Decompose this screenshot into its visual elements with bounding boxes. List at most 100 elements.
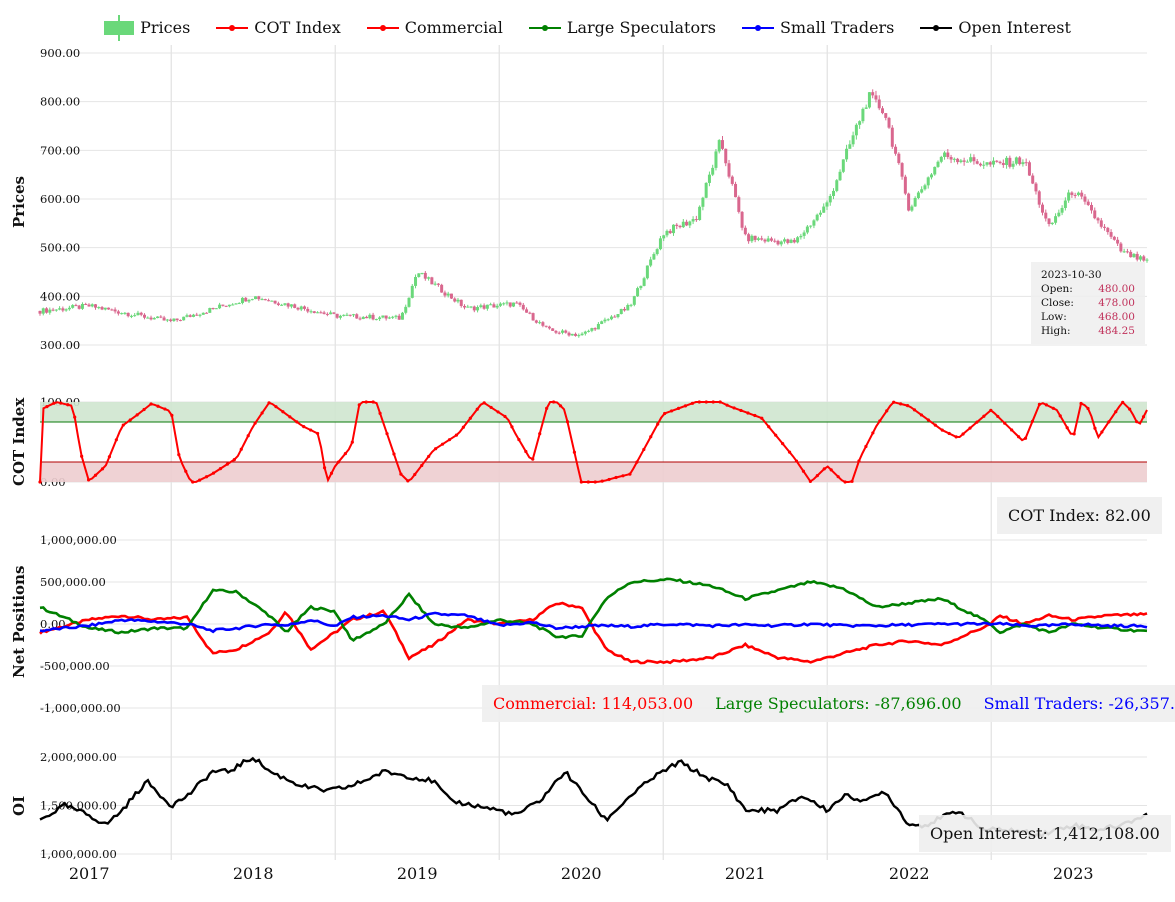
candle (681, 221, 685, 228)
candle (619, 308, 623, 315)
candle (149, 317, 153, 320)
candle (361, 316, 365, 320)
y-tick-label: 800.00 (40, 95, 80, 109)
candle (929, 174, 933, 178)
cot-index-point (288, 415, 292, 419)
cot-index-point (142, 407, 146, 412)
candle (511, 302, 515, 307)
candle (587, 330, 591, 332)
y-tick-label: 2,000,000.00 (40, 750, 117, 764)
candle (907, 193, 911, 211)
candle (289, 304, 293, 307)
cot-index-point (93, 473, 98, 477)
candle (1021, 162, 1025, 165)
line-swatch-icon (920, 24, 953, 31)
candle (792, 239, 796, 243)
candle (688, 221, 692, 226)
cot-index-point (558, 404, 563, 408)
cot-index-readout: COT Index: 82.00 (997, 497, 1162, 534)
cot-index-point (135, 413, 139, 417)
cot-index-point (357, 403, 361, 407)
candle (303, 306, 307, 309)
cot-index-point (86, 478, 91, 482)
small-traders-readout: Small Traders: -26,357.00 (983, 694, 1175, 713)
cot-index-point (1093, 426, 1097, 430)
candle (41, 308, 45, 314)
candle (769, 238, 773, 241)
cot-index-point (1079, 401, 1083, 406)
candle (371, 314, 375, 320)
y-tick-label: 600.00 (40, 192, 80, 206)
candle (103, 307, 107, 310)
candle (665, 230, 669, 236)
candle (636, 288, 640, 297)
cot-index-point (926, 418, 930, 422)
candle (616, 314, 620, 318)
line-swatch-icon (528, 24, 561, 31)
legend-large-speculators[interactable]: Large Speculators (528, 18, 716, 37)
cot-index-point (1010, 428, 1014, 432)
candle (172, 318, 176, 322)
cot-index-point (225, 462, 229, 466)
legend-commercial[interactable]: Commercial (366, 18, 503, 37)
candle (547, 326, 551, 329)
x-tick-label: 2021 (725, 864, 766, 883)
candle (557, 332, 561, 334)
candle (45, 308, 49, 313)
candle (815, 214, 819, 221)
candle (992, 160, 996, 165)
candle (280, 304, 284, 306)
candle (1129, 251, 1133, 258)
candle (551, 328, 555, 331)
candle (962, 160, 966, 162)
cot-index-point (1023, 436, 1028, 440)
candle (799, 235, 803, 238)
legend-prices[interactable]: Prices (104, 14, 190, 41)
candle (1099, 220, 1103, 227)
candle (822, 206, 826, 213)
cot-index-point (697, 400, 701, 404)
candle (658, 238, 662, 250)
candle (456, 299, 460, 302)
cot-index-point (114, 438, 118, 442)
cot-index-point (1100, 430, 1104, 434)
cot-index-point (975, 420, 979, 424)
candle (178, 320, 182, 322)
candle (711, 167, 715, 175)
candle (365, 316, 369, 319)
cot-index-point (475, 407, 479, 411)
cot-index-point (635, 460, 639, 464)
candle (1132, 253, 1136, 258)
candle (645, 265, 649, 279)
cot-index-point (746, 411, 750, 415)
cot-index-point (683, 404, 688, 408)
x-tick-label: 2023 (1053, 864, 1094, 883)
cot-index-point (399, 472, 403, 476)
candle (603, 319, 607, 322)
cot-index-point (572, 450, 577, 454)
candle (391, 316, 395, 318)
candle (1037, 191, 1041, 205)
cot-index-point (531, 457, 535, 461)
legend-small-traders[interactable]: Small Traders (741, 18, 894, 37)
cot-index-point (669, 409, 674, 413)
legend-cot-index[interactable]: COT Index (216, 18, 341, 37)
cot-index-point (1065, 426, 1069, 430)
candle (195, 314, 199, 316)
candle (414, 276, 418, 286)
candle (325, 313, 329, 315)
cot-index-point (725, 403, 729, 407)
candle (613, 316, 617, 318)
candle (1135, 253, 1139, 260)
candle (208, 308, 212, 313)
candle (982, 164, 986, 166)
candle (227, 304, 231, 307)
candle (221, 304, 225, 306)
net-positions-readout: Commercial: 114,053.00 Large Speculators… (482, 685, 1175, 722)
legend-open-interest[interactable]: Open Interest (920, 18, 1071, 37)
candle (724, 148, 728, 164)
y-tick-label: 1,000,000.00 (40, 533, 117, 547)
candle (861, 108, 865, 122)
candle (463, 305, 467, 308)
candle (97, 307, 101, 309)
